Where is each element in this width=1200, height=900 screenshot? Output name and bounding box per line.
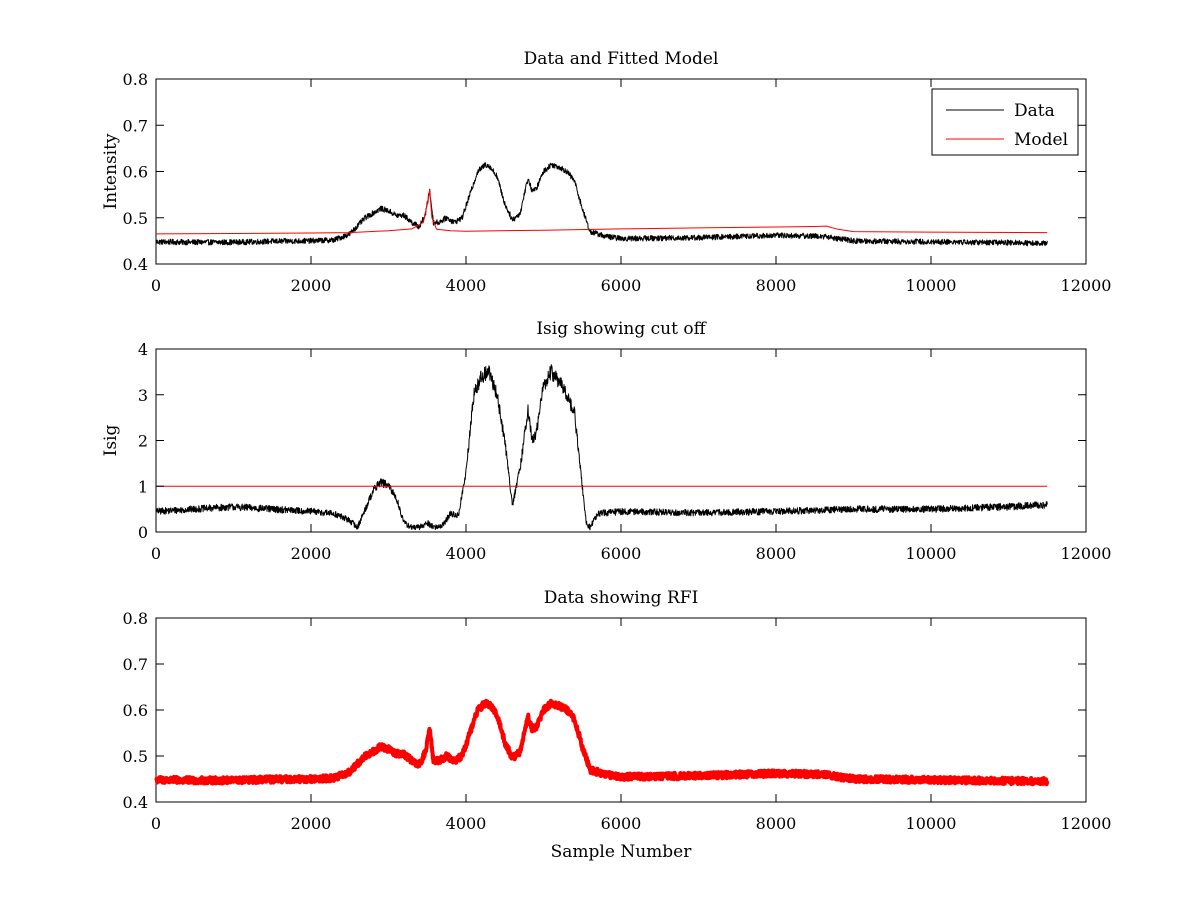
x-tick-label: 0	[151, 276, 161, 295]
x-tick-label: 12000	[1061, 544, 1112, 563]
chart-title: Data showing RFI	[544, 588, 699, 608]
x-tick-label: 6000	[601, 544, 642, 563]
y-tick-label: 1	[138, 477, 148, 496]
x-tick-label: 10000	[906, 544, 957, 563]
y-tick-label: 0.5	[123, 747, 148, 766]
y-tick-label: 0.8	[123, 609, 148, 628]
x-tick-label: 8000	[756, 544, 797, 563]
x-tick-label: 0	[151, 814, 161, 833]
y-tick-label: 0.8	[123, 70, 148, 89]
x-tick-label: 10000	[906, 276, 957, 295]
series-line-series-1	[155, 364, 1048, 531]
x-tick-label: 12000	[1061, 276, 1112, 295]
x-tick-label: 12000	[1061, 814, 1112, 833]
y-tick-label: 0.4	[123, 255, 148, 274]
y-axis-label: Intensity	[101, 133, 121, 209]
y-tick-label: 0.4	[123, 793, 148, 812]
y-tick-label: 0.5	[123, 209, 148, 228]
x-tick-label: 2000	[291, 276, 332, 295]
series-line-data	[155, 162, 1048, 247]
y-tick-label: 3	[138, 386, 148, 405]
series-line-series-1	[154, 698, 1050, 787]
legend: Data Model	[931, 88, 1079, 156]
series-line-model	[155, 189, 1048, 235]
x-tick-label: 6000	[601, 814, 642, 833]
y-tick-label: 0	[138, 523, 148, 542]
x-tick-label: 8000	[756, 276, 797, 295]
y-tick-label: 0.6	[123, 701, 148, 720]
y-tick-label: 0.7	[123, 655, 148, 674]
legend-label: Data	[1014, 101, 1055, 121]
y-axis-label: Isig	[101, 425, 121, 457]
x-tick-label: 4000	[446, 276, 487, 295]
x-tick-label: 2000	[291, 544, 332, 563]
panel-data-showing-rfi: 0 2000 4000 6000 8000 10000 12000 0.4 0.5 0.6 0.7 0…	[123, 588, 1112, 862]
x-tick-label: 4000	[446, 814, 487, 833]
panel-data-and-fitted-model: 0 2000 4000 6000 8000 10000 12000 0.4 0.5 0.6 0.7 0…	[101, 49, 1111, 295]
panel-isig-showing-cut-off: 0 2000 4000 6000 8000 10000 12000 0 1 2 3 4 Isig sho…	[101, 319, 1111, 563]
y-tick-label: 0.7	[123, 116, 148, 135]
x-axis-label: Sample Number	[551, 842, 693, 862]
x-tick-label: 6000	[601, 276, 642, 295]
legend-box	[931, 88, 1079, 156]
chart-title: Data and Fitted Model	[524, 49, 719, 69]
x-tick-label: 2000	[291, 814, 332, 833]
y-tick-label: 4	[138, 340, 148, 359]
x-tick-label: 4000	[446, 544, 487, 563]
x-tick-label: 0	[151, 544, 161, 563]
y-tick-label: 2	[138, 432, 148, 451]
chart-title: Isig showing cut off	[536, 319, 707, 339]
legend-label: Model	[1014, 130, 1068, 150]
y-tick-label: 0.6	[123, 163, 148, 182]
x-tick-label: 8000	[756, 814, 797, 833]
x-tick-label: 10000	[906, 814, 957, 833]
